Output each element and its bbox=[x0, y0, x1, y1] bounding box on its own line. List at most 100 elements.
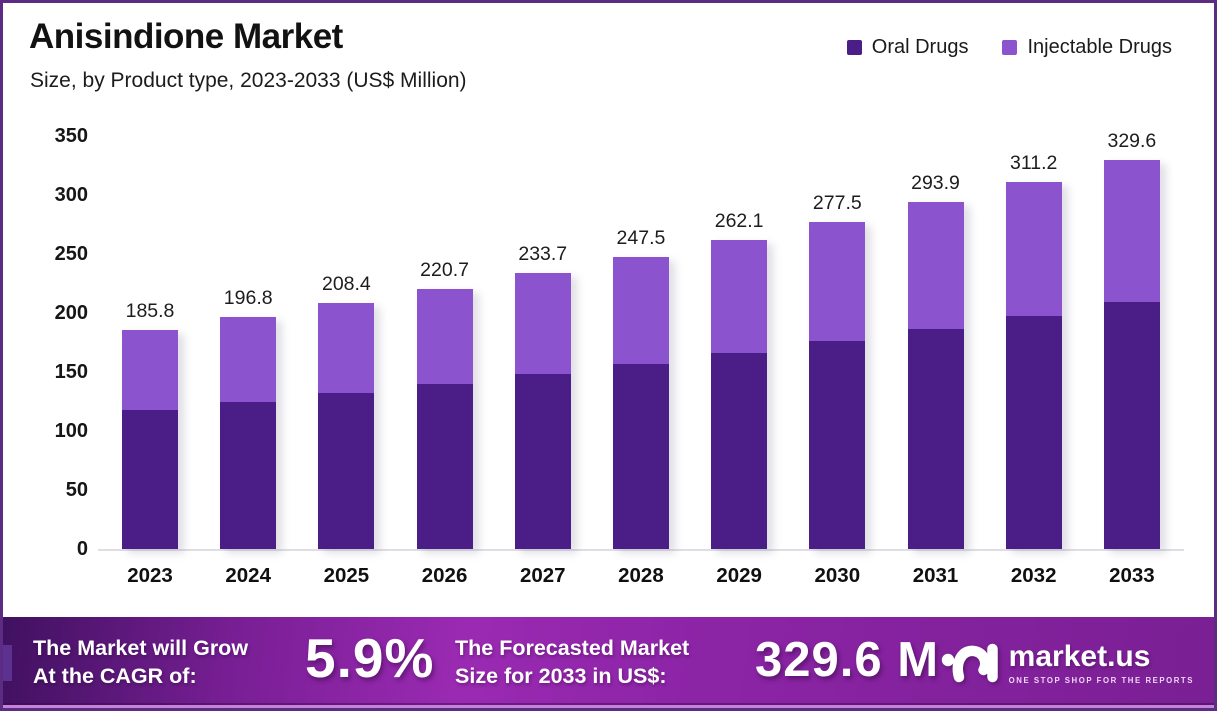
brand-tagline: ONE STOP SHOP FOR THE REPORTS bbox=[1008, 675, 1194, 685]
x-axis-label: 2026 bbox=[421, 564, 468, 587]
stacked-bar bbox=[907, 202, 964, 549]
bar-total-label: 277.5 bbox=[812, 191, 862, 214]
bar-segment-oral-drugs bbox=[1103, 302, 1160, 549]
legend-item-injectable-drugs: Injectable Drugs bbox=[1002, 36, 1172, 59]
bar-segment-injectable-drugs bbox=[1103, 160, 1160, 302]
cagr-caption-line2: At the CAGR of: bbox=[33, 664, 197, 689]
bar-segment-injectable-drugs bbox=[1005, 181, 1062, 316]
bar-segment-oral-drugs bbox=[220, 401, 277, 549]
bar-column-2024: 196.8 2024 bbox=[220, 136, 277, 587]
stacked-bar bbox=[809, 221, 866, 549]
y-axis-tick: 0 bbox=[76, 538, 88, 560]
page-title: Anisindione Market bbox=[29, 17, 343, 56]
bar-total-label: 247.5 bbox=[616, 226, 666, 249]
stacked-bar bbox=[318, 303, 375, 549]
y-axis-tick: 350 bbox=[54, 125, 88, 147]
x-axis-label: 2028 bbox=[618, 564, 664, 587]
injectable-drugs-swatch-icon bbox=[1002, 40, 1018, 55]
x-axis-label: 2027 bbox=[519, 564, 566, 587]
cagr-caption-line1: The Market will Grow bbox=[33, 636, 249, 660]
bar-segment-injectable-drugs bbox=[907, 202, 964, 329]
forecast-caption-line1: The Forecasted Market bbox=[455, 636, 690, 660]
bar-segment-injectable-drugs bbox=[318, 303, 375, 393]
plot-area: 185.8 2023 196.8 2024 208.4 2025 220.7 2026 233.… bbox=[98, 130, 1184, 587]
bar-segment-oral-drugs bbox=[318, 392, 375, 549]
stacked-bar bbox=[1005, 181, 1062, 549]
banner-left-accent bbox=[3, 645, 12, 681]
page-subtitle: Size, by Product type, 2023-2033 (US$ Mi… bbox=[30, 69, 467, 92]
bar-segment-oral-drugs bbox=[907, 328, 964, 549]
x-axis-label: 2029 bbox=[716, 564, 762, 587]
bar-segment-injectable-drugs bbox=[514, 273, 571, 374]
x-axis-label: 2031 bbox=[912, 564, 959, 587]
stacked-bar bbox=[711, 239, 768, 549]
bar-column-2032: 311.2 2032 bbox=[1005, 136, 1062, 587]
bar-column-2031: 293.9 2031 bbox=[907, 136, 964, 587]
x-axis-label: 2033 bbox=[1109, 564, 1155, 587]
stacked-bar bbox=[122, 329, 178, 549]
bar-segment-oral-drugs bbox=[711, 352, 768, 549]
bar-total-label: 220.7 bbox=[420, 258, 469, 281]
legend-item-oral-drugs: Oral Drugs bbox=[846, 36, 969, 59]
bar-total-label: 329.6 bbox=[1107, 130, 1157, 152]
bar-segment-oral-drugs bbox=[514, 373, 571, 549]
bar-segment-injectable-drugs bbox=[711, 239, 768, 353]
bar-segment-injectable-drugs bbox=[612, 256, 669, 364]
bar-segment-injectable-drugs bbox=[416, 288, 473, 384]
forecast-caption-line2: Size for 2033 in US$: bbox=[455, 664, 667, 689]
bar-segment-injectable-drugs bbox=[220, 316, 277, 402]
cagr-value: 5.9% bbox=[305, 627, 435, 689]
bar-column-2025: 208.4 2025 bbox=[318, 136, 375, 587]
bar-column-2033: 329.6 2033 bbox=[1103, 130, 1160, 587]
brand-name: market.us bbox=[1008, 639, 1151, 673]
bar-segment-oral-drugs bbox=[416, 383, 473, 549]
bar-segment-oral-drugs bbox=[122, 409, 178, 549]
forecast-value: 329.6 M bbox=[755, 633, 940, 687]
forecast-caption: The Forecasted Market Size for 2033 in U… bbox=[455, 634, 689, 691]
stacked-bar bbox=[416, 288, 473, 549]
marketus-logo: market.us ONE STOP SHOP FOR THE REPORTS bbox=[941, 638, 1194, 688]
stacked-bar bbox=[514, 273, 571, 549]
y-axis-tick: 150 bbox=[54, 361, 88, 383]
bar-total-label: 311.2 bbox=[1010, 151, 1058, 174]
x-axis-label: 2032 bbox=[1010, 564, 1057, 587]
x-axis-label: 2030 bbox=[814, 564, 861, 587]
y-axis-tick: 300 bbox=[54, 184, 88, 206]
x-axis-label: 2025 bbox=[323, 564, 370, 587]
bar-total-label: 185.8 bbox=[125, 299, 175, 322]
cagr-caption: The Market will Grow At the CAGR of: bbox=[33, 634, 248, 691]
x-axis-label: 2023 bbox=[127, 564, 173, 587]
bar-column-2023: 185.8 2023 bbox=[122, 136, 178, 587]
footer-banner: The Market will Grow At the CAGR of: 5.9… bbox=[3, 617, 1214, 708]
bar-column-2028: 247.5 2028 bbox=[612, 136, 669, 587]
bar-segment-injectable-drugs bbox=[809, 221, 866, 342]
bar-column-2029: 262.1 2029 bbox=[711, 136, 768, 587]
x-axis-label: 2024 bbox=[225, 564, 271, 587]
stacked-bar bbox=[220, 316, 277, 549]
stacked-bar bbox=[612, 256, 669, 549]
bar-column-2026: 220.7 2026 bbox=[416, 136, 473, 587]
y-axis-tick: 100 bbox=[54, 420, 88, 442]
y-axis-tick: 250 bbox=[54, 243, 88, 265]
legend: Oral Drugs Injectable Drugs bbox=[846, 36, 1172, 59]
bar-total-label: 233.7 bbox=[518, 243, 568, 266]
legend-label: Injectable Drugs bbox=[1027, 36, 1172, 58]
y-axis-tick: 200 bbox=[54, 302, 88, 324]
bar-segment-injectable-drugs bbox=[122, 329, 178, 410]
marketus-logo-icon bbox=[941, 643, 998, 683]
legend-label: Oral Drugs bbox=[871, 36, 969, 58]
bar-segment-oral-drugs bbox=[1005, 315, 1062, 549]
bar-total-label: 196.8 bbox=[223, 286, 273, 309]
bar-total-label: 208.4 bbox=[321, 273, 371, 296]
logo-text-block: market.us ONE STOP SHOP FOR THE REPORTS bbox=[1008, 639, 1194, 685]
oral-drugs-swatch-icon bbox=[846, 40, 862, 55]
bar-column-2030: 277.5 2030 bbox=[809, 136, 866, 587]
bar-column-2027: 233.7 2027 bbox=[514, 136, 571, 587]
stacked-bar bbox=[1103, 160, 1160, 549]
bar-total-label: 262.1 bbox=[714, 209, 764, 232]
y-axis-tick: 50 bbox=[65, 479, 88, 501]
bar-segment-oral-drugs bbox=[809, 341, 866, 549]
bar-segment-oral-drugs bbox=[612, 363, 669, 549]
bar-total-label: 293.9 bbox=[911, 172, 960, 195]
